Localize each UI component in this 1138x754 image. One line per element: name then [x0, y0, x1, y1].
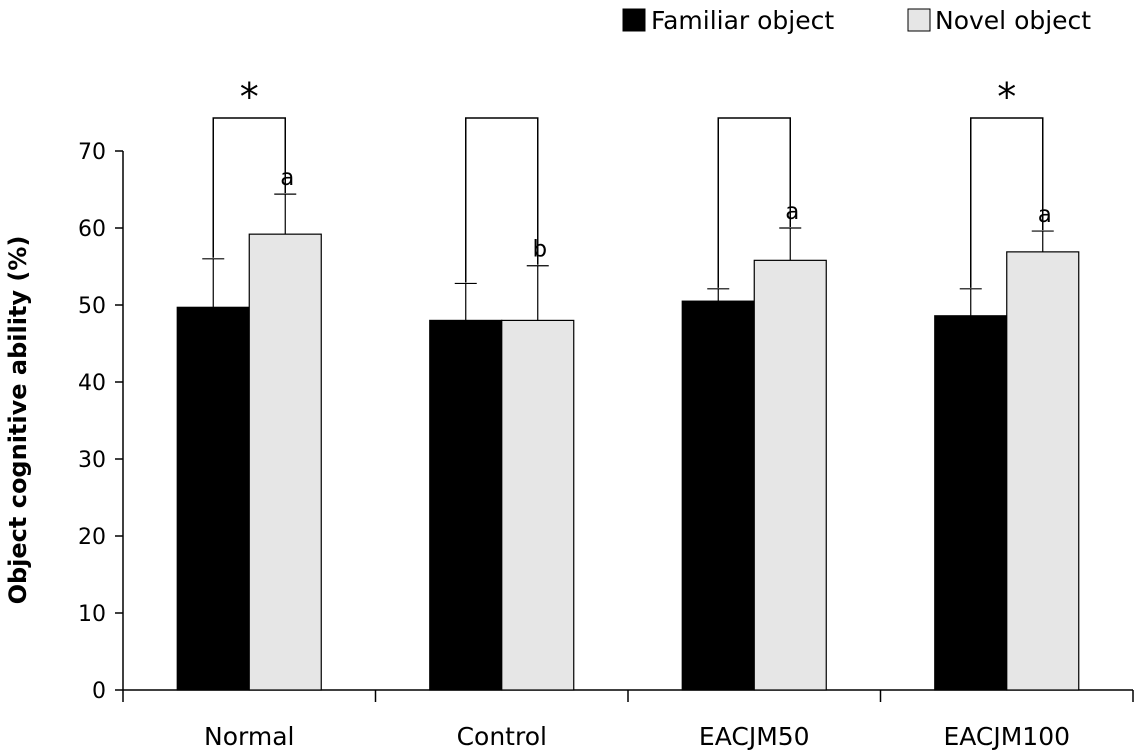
y-tick-label-40: 40: [78, 371, 106, 396]
significance-marker-EACJM100: *: [997, 75, 1016, 119]
group-letter-Normal: a: [280, 165, 294, 191]
legend-label-novel: Novel object: [935, 6, 1091, 35]
x-category-label-EACJM50: EACJM50: [699, 722, 810, 751]
y-tick-label-70: 70: [78, 140, 106, 165]
bar-familiar-Control: [429, 319, 503, 691]
x-category-label-Normal: Normal: [204, 722, 294, 751]
bar-novel-EACJM50: [753, 259, 827, 691]
legend-swatch-novel: [907, 8, 931, 32]
comparison-bracket-Normal: [212, 117, 286, 258]
legend-label-familiar: Familiar object: [651, 6, 834, 35]
bar-familiar-EACJM100: [934, 315, 1008, 691]
bar-novel-Control: [501, 319, 575, 691]
significance-marker-Normal: *: [240, 75, 259, 119]
bar-familiar-Normal: [176, 306, 250, 691]
x-category-label-EACJM100: EACJM100: [943, 722, 1070, 751]
x-category-label-Control: Control: [457, 722, 547, 751]
group-letter-EACJM100: a: [1038, 202, 1052, 228]
legend: Familiar object Novel object: [622, 6, 1091, 35]
group-letter-Control: b: [532, 237, 547, 263]
y-axis-label: Object cognitive ability (%): [4, 236, 32, 605]
comparison-bracket-EACJM50: [717, 117, 791, 288]
y-tick-label-10: 10: [78, 602, 106, 627]
y-tick-label-20: 20: [78, 525, 106, 550]
y-tick-label-0: 0: [92, 679, 106, 704]
bar-novel-EACJM100: [1006, 251, 1080, 691]
comparison-bracket-EACJM100: [970, 117, 1044, 288]
plot-area: 0 10 20 30 40 50 60 70 * a Normal b Control a EACJM50 *…: [78, 75, 1134, 751]
legend-swatch-familiar: [622, 8, 646, 32]
y-tick-label-60: 60: [78, 217, 106, 242]
bar-novel-Normal: [248, 233, 322, 691]
group-letter-EACJM50: a: [785, 199, 799, 225]
bar-familiar-EACJM50: [681, 300, 755, 691]
y-tick-label-30: 30: [78, 448, 106, 473]
y-tick-label-50: 50: [78, 294, 106, 319]
comparison-bracket-Control: [465, 117, 539, 283]
